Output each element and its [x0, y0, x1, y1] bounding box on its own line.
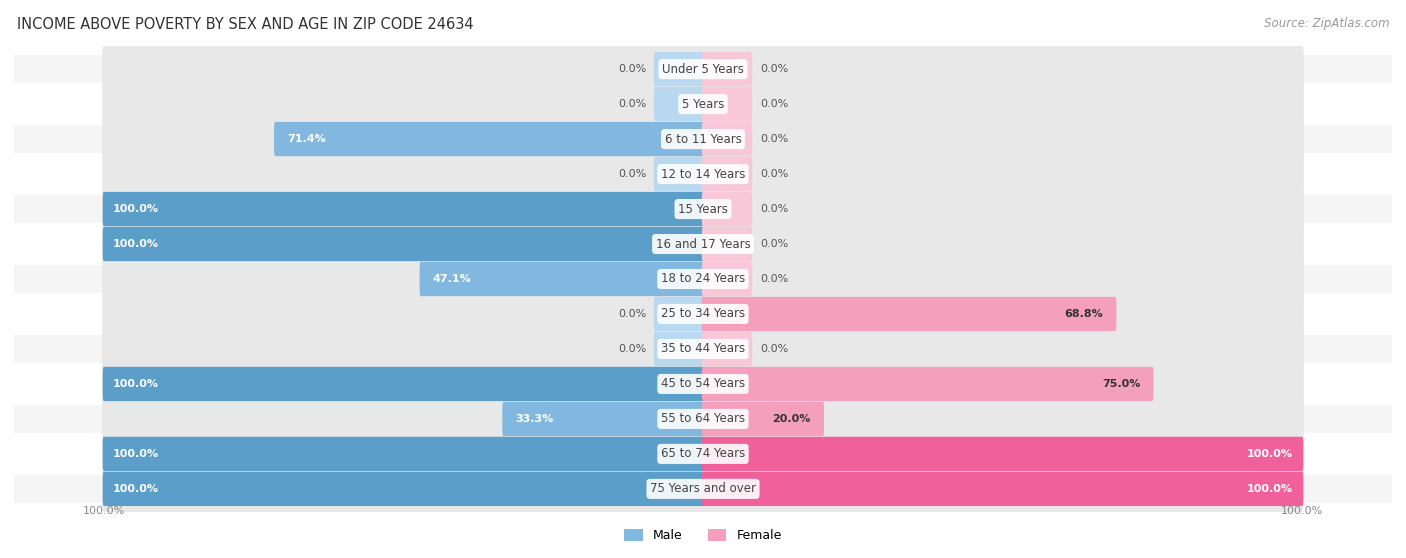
FancyBboxPatch shape [103, 437, 704, 471]
FancyBboxPatch shape [502, 402, 704, 436]
Text: 5 Years: 5 Years [682, 98, 724, 110]
FancyBboxPatch shape [103, 326, 1303, 372]
FancyBboxPatch shape [419, 262, 704, 296]
FancyBboxPatch shape [702, 402, 824, 436]
Text: 100.0%: 100.0% [112, 484, 159, 494]
FancyBboxPatch shape [654, 52, 704, 86]
FancyBboxPatch shape [702, 437, 1303, 471]
Text: 47.1%: 47.1% [433, 274, 471, 284]
Text: 16 and 17 Years: 16 and 17 Years [655, 238, 751, 251]
Bar [14, 335, 1392, 363]
Text: 0.0%: 0.0% [617, 309, 647, 319]
Bar [14, 160, 1392, 189]
Text: INCOME ABOVE POVERTY BY SEX AND AGE IN ZIP CODE 24634: INCOME ABOVE POVERTY BY SEX AND AGE IN Z… [17, 17, 474, 32]
Text: 12 to 14 Years: 12 to 14 Years [661, 167, 745, 181]
FancyBboxPatch shape [103, 361, 1303, 407]
FancyBboxPatch shape [702, 122, 752, 156]
Bar [14, 125, 1392, 153]
Text: 20.0%: 20.0% [772, 414, 811, 424]
FancyBboxPatch shape [103, 192, 704, 226]
Text: 0.0%: 0.0% [759, 134, 789, 144]
FancyBboxPatch shape [103, 291, 1303, 337]
FancyBboxPatch shape [702, 332, 752, 366]
Bar [14, 474, 1392, 503]
Bar [14, 369, 1392, 398]
FancyBboxPatch shape [274, 122, 704, 156]
Bar [14, 55, 1392, 84]
Text: 71.4%: 71.4% [287, 134, 326, 144]
Text: 6 to 11 Years: 6 to 11 Years [665, 133, 741, 146]
FancyBboxPatch shape [103, 46, 1303, 92]
Text: 100.0%: 100.0% [1247, 449, 1294, 459]
FancyBboxPatch shape [103, 227, 704, 261]
FancyBboxPatch shape [654, 157, 704, 191]
Text: 0.0%: 0.0% [617, 169, 647, 179]
Text: 100.0%: 100.0% [112, 379, 159, 389]
Text: 35 to 44 Years: 35 to 44 Years [661, 343, 745, 355]
FancyBboxPatch shape [103, 81, 1303, 127]
FancyBboxPatch shape [702, 227, 752, 261]
Bar [14, 405, 1392, 433]
Text: 0.0%: 0.0% [617, 99, 647, 109]
FancyBboxPatch shape [702, 52, 752, 86]
Text: 75 Years and over: 75 Years and over [650, 482, 756, 496]
Text: 68.8%: 68.8% [1064, 309, 1104, 319]
Text: 100.0%: 100.0% [112, 449, 159, 459]
FancyBboxPatch shape [654, 297, 704, 331]
Bar [14, 230, 1392, 258]
FancyBboxPatch shape [702, 472, 1303, 506]
Bar [14, 195, 1392, 223]
FancyBboxPatch shape [654, 332, 704, 366]
Text: 100.0%: 100.0% [112, 239, 159, 249]
Text: 0.0%: 0.0% [759, 204, 789, 214]
Text: 0.0%: 0.0% [759, 239, 789, 249]
Text: 0.0%: 0.0% [759, 169, 789, 179]
FancyBboxPatch shape [103, 396, 1303, 442]
Bar [14, 440, 1392, 468]
FancyBboxPatch shape [103, 186, 1303, 232]
FancyBboxPatch shape [702, 192, 752, 226]
Text: 15 Years: 15 Years [678, 203, 728, 215]
Text: 25 to 34 Years: 25 to 34 Years [661, 307, 745, 320]
Bar [14, 300, 1392, 328]
FancyBboxPatch shape [702, 297, 1116, 331]
Bar [14, 264, 1392, 294]
Text: 45 to 54 Years: 45 to 54 Years [661, 377, 745, 391]
FancyBboxPatch shape [103, 256, 1303, 302]
Text: Source: ZipAtlas.com: Source: ZipAtlas.com [1264, 17, 1389, 30]
Legend: Male, Female: Male, Female [624, 530, 782, 542]
Text: 100.0%: 100.0% [83, 506, 125, 516]
Text: 0.0%: 0.0% [617, 344, 647, 354]
FancyBboxPatch shape [702, 157, 752, 191]
Text: 0.0%: 0.0% [617, 64, 647, 74]
Text: 55 to 64 Years: 55 to 64 Years [661, 412, 745, 425]
Text: 33.3%: 33.3% [516, 414, 554, 424]
FancyBboxPatch shape [103, 151, 1303, 197]
FancyBboxPatch shape [702, 367, 1153, 401]
Text: 0.0%: 0.0% [759, 99, 789, 109]
Text: 0.0%: 0.0% [759, 64, 789, 74]
Text: 75.0%: 75.0% [1102, 379, 1140, 389]
FancyBboxPatch shape [103, 472, 704, 506]
Text: 100.0%: 100.0% [112, 204, 159, 214]
FancyBboxPatch shape [103, 116, 1303, 162]
FancyBboxPatch shape [702, 87, 752, 121]
Text: 18 to 24 Years: 18 to 24 Years [661, 272, 745, 286]
FancyBboxPatch shape [103, 221, 1303, 267]
Text: 65 to 74 Years: 65 to 74 Years [661, 448, 745, 460]
FancyBboxPatch shape [702, 262, 752, 296]
Bar [14, 90, 1392, 118]
Text: Under 5 Years: Under 5 Years [662, 62, 744, 76]
Text: 0.0%: 0.0% [759, 344, 789, 354]
FancyBboxPatch shape [103, 431, 1303, 477]
FancyBboxPatch shape [103, 367, 704, 401]
Text: 0.0%: 0.0% [759, 274, 789, 284]
Text: 100.0%: 100.0% [1281, 506, 1323, 516]
FancyBboxPatch shape [654, 87, 704, 121]
FancyBboxPatch shape [103, 466, 1303, 512]
Text: 100.0%: 100.0% [1247, 484, 1294, 494]
